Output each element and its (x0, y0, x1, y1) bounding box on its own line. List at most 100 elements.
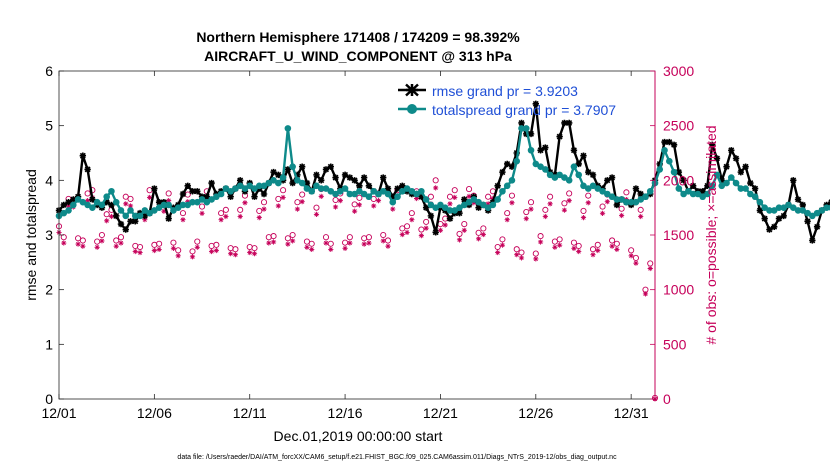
obs-possible-marker (313, 204, 320, 211)
rmse-point (713, 155, 721, 162)
rmse-point (89, 196, 96, 203)
rmse-point (709, 141, 716, 148)
rmse-point (132, 218, 139, 225)
totalspread-point (627, 198, 635, 206)
totalspread-point (275, 179, 282, 187)
obs-assimilated-marker (61, 240, 67, 246)
totalspread-point (465, 198, 473, 206)
obs-possible-marker (527, 199, 535, 206)
y-tick-label: 4 (45, 172, 53, 188)
obs-possible-marker (232, 246, 239, 253)
obs-possible-marker (275, 195, 282, 202)
obs-assimilated-marker (65, 203, 72, 209)
obs-assimilated-marker (371, 203, 377, 209)
rmse-point (141, 212, 149, 220)
rmse-point (351, 177, 358, 184)
totalspread-point (203, 198, 211, 206)
rmse-point (813, 223, 821, 230)
obs-possible-marker (518, 249, 525, 256)
totalspread-point (575, 171, 583, 179)
totalspread-point (475, 198, 482, 206)
obs-possible-marker (122, 193, 129, 200)
obs-possible-marker (480, 225, 487, 232)
totalspread-point (389, 198, 397, 206)
totalspread-point (308, 187, 316, 195)
totalspread-point (279, 174, 287, 181)
obs-possible-marker (632, 254, 639, 262)
totalspread-point (685, 187, 692, 195)
totalspread-point (351, 190, 358, 198)
totalspread-point (141, 207, 149, 214)
rmse-point (656, 160, 663, 168)
obs-possible-marker (423, 218, 430, 225)
obs-assimilated-marker (442, 222, 448, 228)
totalspread-point (103, 193, 110, 201)
obs-possible-marker (609, 237, 616, 244)
totalspread-point (398, 187, 406, 195)
totalspread-point (189, 198, 196, 206)
obs-possible-marker (356, 194, 363, 201)
obs-possible-marker (284, 235, 291, 242)
obs-possible-marker (322, 234, 330, 241)
plot-area (59, 71, 655, 399)
obs-possible-marker (175, 247, 182, 254)
obs-assimilated-marker (218, 217, 224, 223)
obs-assimilated-marker (537, 239, 544, 245)
obs-assimilated-marker (566, 198, 572, 204)
totalspread-point (432, 204, 439, 211)
totalspread-point (732, 179, 740, 187)
obs-assimilated-marker (552, 244, 558, 250)
obs-possible-marker (532, 250, 539, 257)
obs-possible-marker (432, 177, 439, 184)
obs-possible-marker (585, 192, 592, 199)
obs-assimilated-marker (542, 213, 548, 220)
totalspread-point (499, 187, 506, 195)
obs-assimilated-marker (595, 247, 601, 254)
obs-assimilated-marker (85, 198, 91, 204)
rmse-point (751, 185, 759, 192)
obs-assimilated-marker (270, 239, 277, 245)
obs-possible-marker (399, 225, 406, 232)
obs-assimilated-marker (628, 253, 634, 259)
obs-assimilated-marker (309, 246, 315, 253)
totalspread-point (112, 198, 120, 206)
totalspread-point (756, 198, 764, 206)
obs-assimilated-marker (576, 248, 582, 255)
rmse-point (332, 174, 339, 181)
obs-possible-marker (547, 193, 554, 200)
totalspread-point (470, 196, 478, 203)
obs-possible-marker (494, 243, 501, 251)
rmse-point (422, 204, 430, 211)
rmse-point (70, 196, 77, 203)
rmse-point (284, 166, 292, 173)
totalspread-point (670, 168, 678, 176)
obs-assimilated-marker (223, 213, 229, 220)
rmse-point (103, 199, 110, 206)
obs-assimilated-marker (514, 252, 520, 258)
rmse-point (790, 177, 797, 184)
totalspread-point (646, 187, 654, 195)
chart-title: Northern Hemisphere 171408 / 174209 = 98… (196, 29, 520, 45)
totalspread-point (122, 212, 130, 220)
rmse-point (399, 182, 406, 189)
obs-assimilated-marker (199, 210, 205, 216)
rmse-point (475, 204, 482, 211)
obs-possible-marker (256, 207, 263, 214)
obs-assimilated-marker (366, 240, 372, 246)
totalspread-point (232, 185, 239, 192)
obs-assimilated-marker (242, 200, 248, 206)
obs-possible-marker (289, 231, 296, 239)
obs-assimilated-marker (323, 240, 329, 246)
obs-assimilated-marker (104, 218, 110, 224)
totalspread-point (441, 204, 449, 211)
totalspread-point (599, 187, 606, 195)
totalspread-point (117, 207, 125, 214)
totalspread-point (408, 187, 416, 195)
chart-subtitle: AIRCRAFT_U_WIND_COMPONENT @ 313 hPa (204, 48, 512, 64)
obs-possible-marker (237, 206, 244, 213)
totalspread-point (136, 212, 144, 220)
obs-possible-marker (570, 239, 577, 246)
obs-assimilated-marker (461, 227, 467, 233)
obs-possible-marker (446, 193, 454, 200)
totalspread-point (370, 187, 377, 195)
